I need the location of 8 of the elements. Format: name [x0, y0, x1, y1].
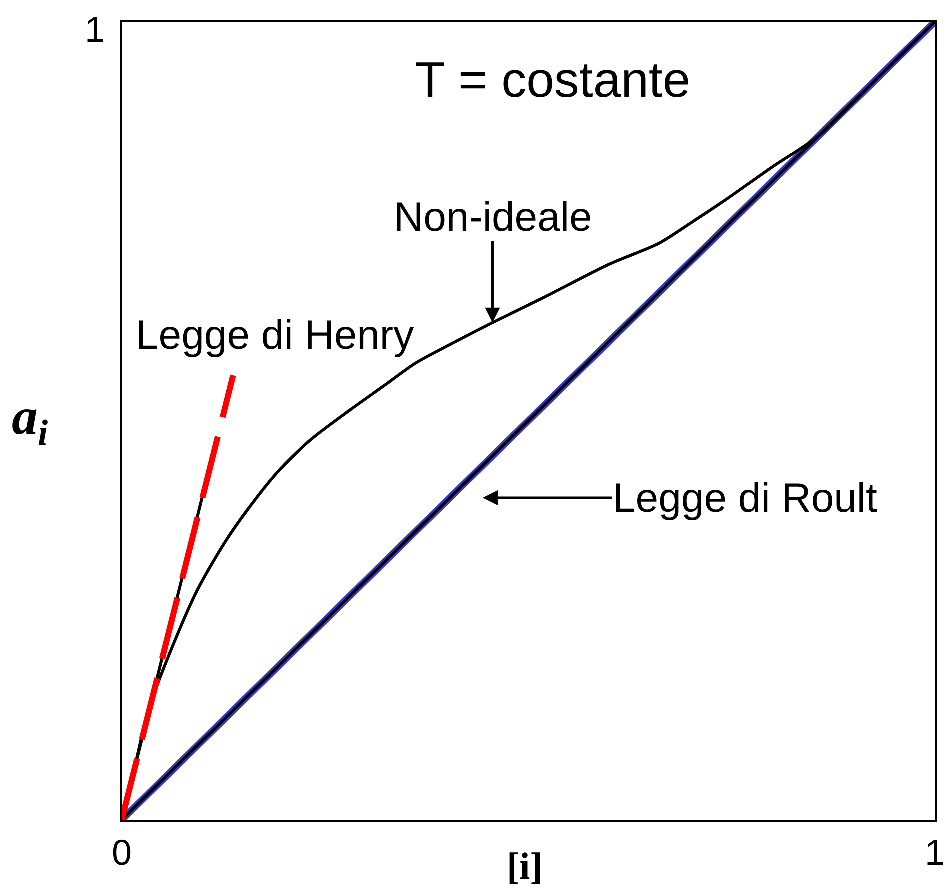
annotation: T = costante: [415, 52, 691, 108]
y-axis-title: a$_{i}$: [12, 389, 48, 453]
x-tick-label: 0: [112, 832, 132, 874]
series-label: Legge di Henry: [136, 312, 415, 358]
x-axis-title: [i]: [507, 846, 543, 888]
text: 1: [85, 9, 106, 50]
annotation: Legge di Roult: [613, 475, 878, 521]
annotation: Non-ideale: [394, 194, 592, 240]
